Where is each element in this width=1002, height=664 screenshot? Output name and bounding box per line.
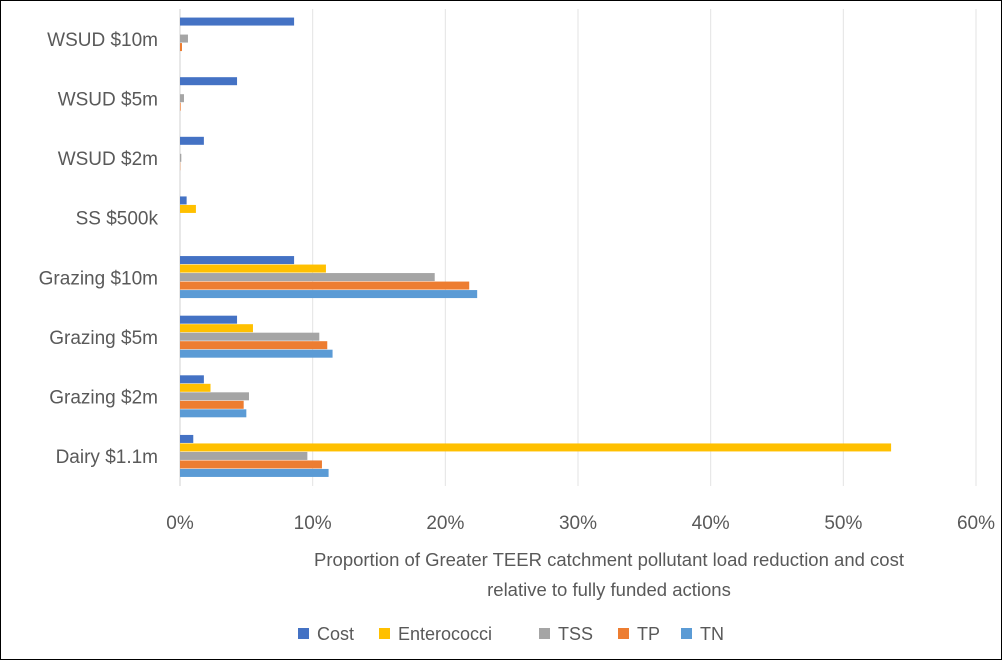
bar-tp <box>180 43 182 51</box>
category-label: WSUD $5m <box>58 89 158 110</box>
legend: Cost Enterococci TSS TP TN <box>298 624 724 644</box>
bar-cost <box>180 18 294 26</box>
bar-tn <box>180 469 329 477</box>
x-axis-title-line-1: Proportion of Greater TEER catchment pol… <box>314 549 904 570</box>
bar-tss <box>180 154 181 162</box>
bar-enterococci <box>180 205 196 213</box>
bar-tss <box>180 452 307 460</box>
bar-cost <box>180 316 237 324</box>
bar-tss <box>180 333 319 341</box>
bars <box>180 18 891 477</box>
bar-enterococci <box>180 324 253 332</box>
x-tick-label: 20% <box>426 513 464 534</box>
category-labels: WSUD $10m WSUD $5m WSUD $2m SS $500k Grazing… <box>39 30 159 468</box>
bar-cost <box>180 77 237 85</box>
bar-tn <box>180 409 246 417</box>
bar-tp <box>180 401 244 409</box>
legend-label: Cost <box>317 624 354 644</box>
x-tick-label: 10% <box>294 513 332 534</box>
category-label: Grazing $5m <box>49 328 158 349</box>
bar-tp <box>180 341 327 349</box>
category-label: Grazing $10m <box>39 268 158 289</box>
x-axis-title-line-2: relative to fully funded actions <box>487 579 731 600</box>
legend-label: TP <box>637 624 660 644</box>
bar-tss <box>180 273 435 281</box>
bar-cost <box>180 375 204 383</box>
gridlines <box>180 9 976 486</box>
legend-swatch <box>298 628 309 639</box>
legend-label: TSS <box>558 624 593 644</box>
bar-tn <box>180 350 333 358</box>
category-label: WSUD $10m <box>47 30 158 51</box>
category-label: Dairy $1.1m <box>56 447 158 468</box>
bar-tn <box>180 290 477 298</box>
bar-tp <box>180 103 181 111</box>
legend-swatch <box>618 628 629 639</box>
x-tick-label: 0% <box>166 513 194 534</box>
category-label: Grazing $2m <box>49 388 158 409</box>
bar-cost <box>180 435 193 443</box>
bar-tp <box>180 460 322 468</box>
x-tick-label: 50% <box>824 513 862 534</box>
legend-label: TN <box>700 624 724 644</box>
category-label: SS $500k <box>76 209 159 230</box>
bar-cost <box>180 196 187 204</box>
bar-tss <box>180 392 249 400</box>
x-tick-label: 40% <box>692 513 730 534</box>
x-tick-label: 60% <box>957 513 995 534</box>
legend-label: Enterococci <box>398 624 492 644</box>
x-tick-labels: 0% 10% 20% 30% 40% 50% 60% <box>166 513 995 534</box>
legend-swatch <box>539 628 550 639</box>
bar-tss <box>180 35 188 43</box>
bar-enterococci <box>180 265 326 273</box>
bar-enterococci <box>180 384 211 392</box>
bar-tss <box>180 94 184 102</box>
legend-swatch <box>379 628 390 639</box>
bar-cost <box>180 137 204 145</box>
x-tick-label: 30% <box>559 513 597 534</box>
category-label: WSUD $2m <box>58 149 158 170</box>
bar-cost <box>180 256 294 264</box>
bar-tp <box>180 282 469 290</box>
bar-enterococci <box>180 443 891 451</box>
legend-swatch <box>681 628 692 639</box>
